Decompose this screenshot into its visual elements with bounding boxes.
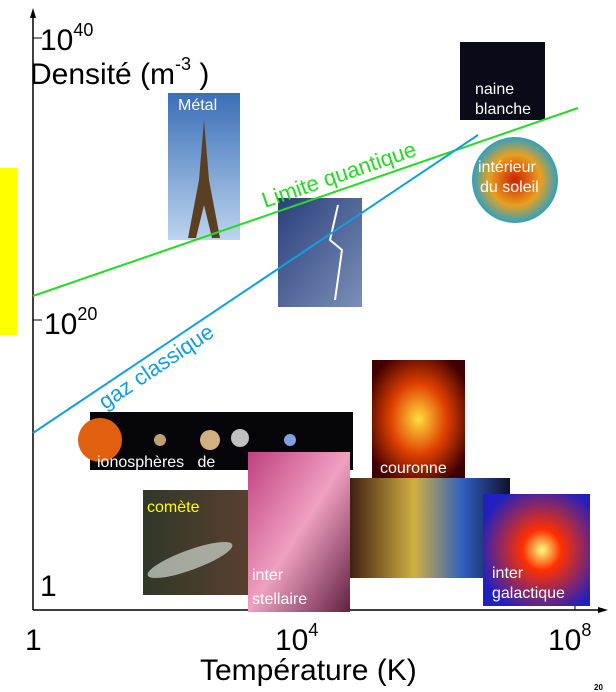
base: 10 bbox=[548, 624, 581, 657]
exp: 8 bbox=[581, 620, 591, 640]
x-tick-label: 1 bbox=[25, 624, 42, 657]
photo-label: comète bbox=[147, 499, 200, 516]
photo-interstellar bbox=[248, 452, 350, 612]
x-tick-label: 108 bbox=[548, 620, 591, 657]
y-tick-label: 1040 bbox=[40, 20, 93, 57]
photo-white-dwarf bbox=[460, 42, 545, 120]
photo-label: couronne bbox=[380, 460, 447, 477]
exp: 20 bbox=[77, 304, 97, 324]
photo-corona bbox=[372, 360, 465, 478]
tower bbox=[188, 120, 220, 238]
classical-gas-line bbox=[32, 134, 479, 434]
x-tick-label: 104 bbox=[275, 620, 318, 657]
y-tick-label: 1 bbox=[40, 570, 57, 603]
y-axis-label: Densité (m-3 ) bbox=[30, 54, 209, 91]
planet bbox=[78, 418, 122, 462]
label: ) bbox=[191, 58, 209, 91]
y-tick-label: 1020 bbox=[44, 304, 97, 341]
photo-label: blanche bbox=[475, 101, 531, 118]
photo-sun bbox=[472, 137, 558, 223]
highlight bbox=[0, 168, 17, 335]
label: Densité (m bbox=[30, 58, 175, 91]
base: 10 bbox=[40, 24, 73, 57]
base: 10 bbox=[44, 308, 77, 341]
photo-label: inter bbox=[492, 565, 524, 582]
quantum-limit-line bbox=[32, 107, 579, 297]
photo-label: intérieur bbox=[478, 159, 536, 176]
line-label: gaz classique bbox=[94, 319, 219, 414]
base: 10 bbox=[275, 624, 308, 657]
planet bbox=[284, 434, 296, 446]
photo-intergalactic bbox=[483, 494, 590, 606]
photo-label: ionosphères de bbox=[97, 454, 215, 471]
photo-label: stellaire bbox=[252, 591, 307, 608]
bolt bbox=[328, 204, 344, 301]
layout bbox=[0, 8, 608, 613]
exp: 4 bbox=[308, 620, 318, 640]
photo-label: Métal bbox=[178, 97, 217, 114]
planet bbox=[200, 430, 220, 450]
page-number: 20 bbox=[594, 683, 603, 692]
photo-label: du soleil bbox=[480, 179, 539, 196]
photo-label: naine bbox=[475, 81, 514, 98]
arrow bbox=[598, 607, 608, 613]
planet bbox=[154, 434, 166, 446]
planet bbox=[231, 429, 249, 447]
comet-tail bbox=[147, 541, 233, 579]
photo-lightning bbox=[278, 198, 362, 307]
arrow bbox=[30, 8, 36, 18]
photo-label: galactique bbox=[492, 585, 565, 602]
x-axis-label: Température (K) bbox=[200, 654, 417, 687]
photo-label: inter bbox=[252, 567, 284, 584]
exp: -3 bbox=[175, 54, 191, 74]
exp: 40 bbox=[73, 20, 93, 40]
